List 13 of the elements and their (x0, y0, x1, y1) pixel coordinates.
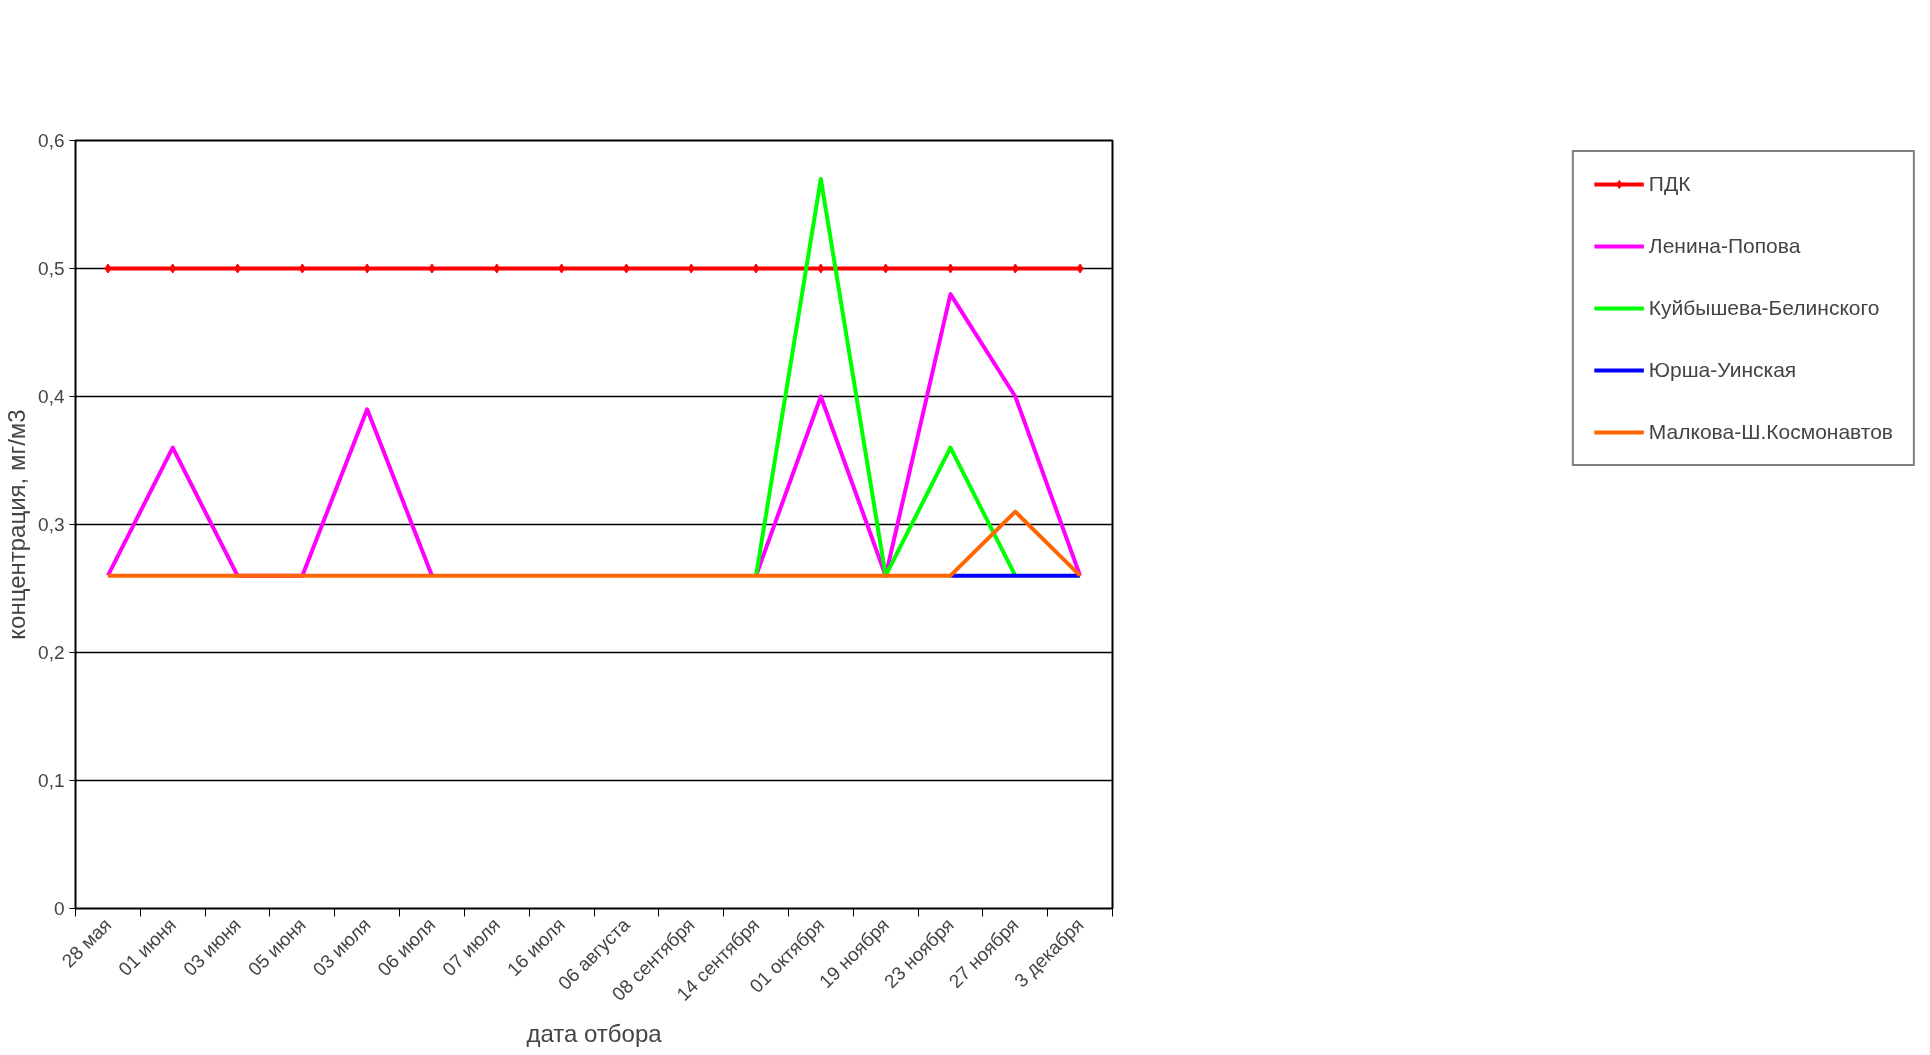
legend-label: Малкова-Ш.Космонавтов (1648, 420, 1893, 444)
y-tick-label: 0,3 (38, 514, 65, 535)
y-tick-label: 0,6 (38, 130, 65, 151)
x-axis-title: дата отбора (526, 1020, 663, 1048)
y-tick-label: 0,4 (38, 386, 65, 407)
legend-label: Куйбышева-Белинского (1648, 296, 1880, 320)
y-tick-label: 0,2 (38, 642, 65, 663)
legend-label: Юрша-Уинская (1648, 358, 1798, 382)
y-axis-title: концентрация, мг/м3 (3, 409, 31, 640)
legend-label: ПДК (1648, 172, 1692, 196)
y-tick-label: 0,1 (38, 770, 65, 791)
legend-label: Ленина-Попова (1648, 234, 1802, 258)
y-tick-label: 0,5 (38, 258, 65, 279)
